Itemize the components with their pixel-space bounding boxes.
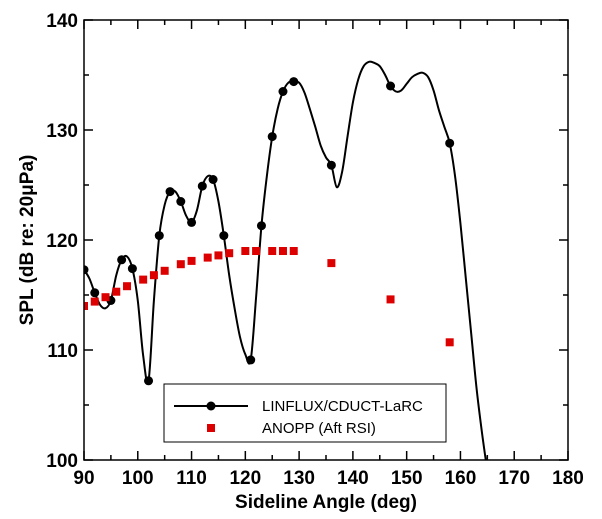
y-tick-label: 120 — [46, 231, 78, 252]
data-point-linflux — [219, 231, 229, 241]
data-point-linflux — [144, 376, 154, 386]
y-tick-label: 110 — [47, 341, 78, 362]
data-point-anopp — [149, 271, 158, 280]
data-point-linflux — [246, 355, 256, 365]
data-point-linflux — [256, 221, 266, 231]
data-point-linflux — [84, 265, 89, 275]
x-tick-label: 170 — [498, 468, 530, 489]
y-axis-title: SPL (dB re: 20μPa) — [17, 155, 38, 326]
data-point-anopp — [139, 275, 148, 284]
data-point-linflux — [117, 255, 127, 265]
x-tick-label: 160 — [445, 468, 477, 489]
plot-frame — [83, 19, 569, 461]
x-axis-title: Sideline Angle (deg) — [235, 492, 417, 513]
data-point-anopp — [101, 293, 110, 302]
data-point-anopp — [214, 251, 223, 260]
data-point-anopp — [289, 247, 298, 255]
data-point-anopp — [278, 247, 287, 255]
data-point-linflux — [278, 87, 288, 96]
data-point-anopp — [386, 295, 395, 304]
x-tick-label: 110 — [176, 468, 207, 489]
data-point-linflux — [386, 81, 396, 91]
series-markers — [84, 77, 455, 386]
data-point-linflux — [127, 264, 137, 274]
x-tick-label: 180 — [552, 468, 584, 489]
legend-label-linflux: LINFLUX/CDUCT-LaRC — [262, 398, 423, 415]
legend: LINFLUX/CDUCT-LaRC ANOPP (Aft RSI) — [163, 383, 447, 443]
data-point-anopp — [203, 253, 212, 262]
y-tick-label: 100 — [46, 451, 78, 472]
legend-circle-marker — [206, 401, 216, 411]
data-point-anopp — [252, 247, 261, 255]
legend-square-marker — [207, 424, 215, 432]
data-point-linflux — [154, 231, 164, 241]
tick-labels: 90 100 110 120 130 140 150 160 170 18010011012013… — [46, 11, 584, 489]
data-point-linflux — [289, 77, 299, 87]
x-tick-label: 120 — [229, 468, 261, 489]
data-point-linflux — [197, 181, 207, 191]
data-point-linflux — [208, 175, 218, 184]
data-point-linflux — [176, 197, 186, 206]
legend-box — [163, 383, 447, 443]
data-point-anopp — [176, 260, 185, 269]
legend-label-anopp: ANOPP (Aft RSI) — [262, 420, 376, 437]
data-point-linflux — [267, 132, 277, 142]
x-tick-label: 150 — [391, 468, 423, 489]
data-point-anopp — [225, 249, 234, 258]
data-point-anopp — [112, 287, 121, 296]
y-tick-label: 130 — [46, 121, 78, 142]
data-point-linflux — [90, 288, 100, 298]
data-point-anopp — [84, 302, 88, 310]
data-point-linflux — [187, 217, 197, 227]
x-tick-label: 100 — [122, 468, 154, 489]
x-tick-label: 140 — [337, 468, 369, 489]
x-tick-label: 130 — [283, 468, 315, 489]
data-point-linflux — [326, 160, 336, 170]
data-point-anopp — [160, 266, 169, 275]
data-point-anopp — [90, 297, 99, 306]
data-point-anopp — [268, 247, 277, 255]
x-tick-label: 90 — [73, 468, 94, 489]
data-point-linflux — [445, 138, 455, 148]
data-point-anopp — [123, 282, 132, 291]
data-point-anopp — [327, 259, 336, 268]
data-point-linflux — [165, 187, 175, 197]
y-tick-label: 140 — [46, 11, 78, 32]
data-point-anopp — [187, 256, 196, 265]
data-point-anopp — [445, 338, 454, 347]
data-point-anopp — [241, 247, 250, 255]
